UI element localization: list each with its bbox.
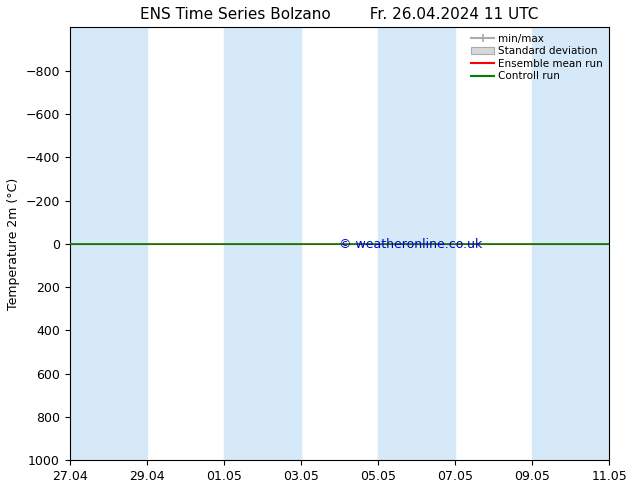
Legend: min/max, Standard deviation, Ensemble mean run, Controll run: min/max, Standard deviation, Ensemble me… xyxy=(468,30,606,84)
Bar xyxy=(224,27,301,460)
Y-axis label: Temperature 2m (°C): Temperature 2m (°C) xyxy=(7,178,20,310)
Text: © weatheronline.co.uk: © weatheronline.co.uk xyxy=(339,239,482,251)
Bar xyxy=(70,27,147,460)
Bar xyxy=(532,27,609,460)
Title: ENS Time Series Bolzano        Fr. 26.04.2024 11 UTC: ENS Time Series Bolzano Fr. 26.04.2024 1… xyxy=(140,7,539,22)
Bar xyxy=(378,27,455,460)
